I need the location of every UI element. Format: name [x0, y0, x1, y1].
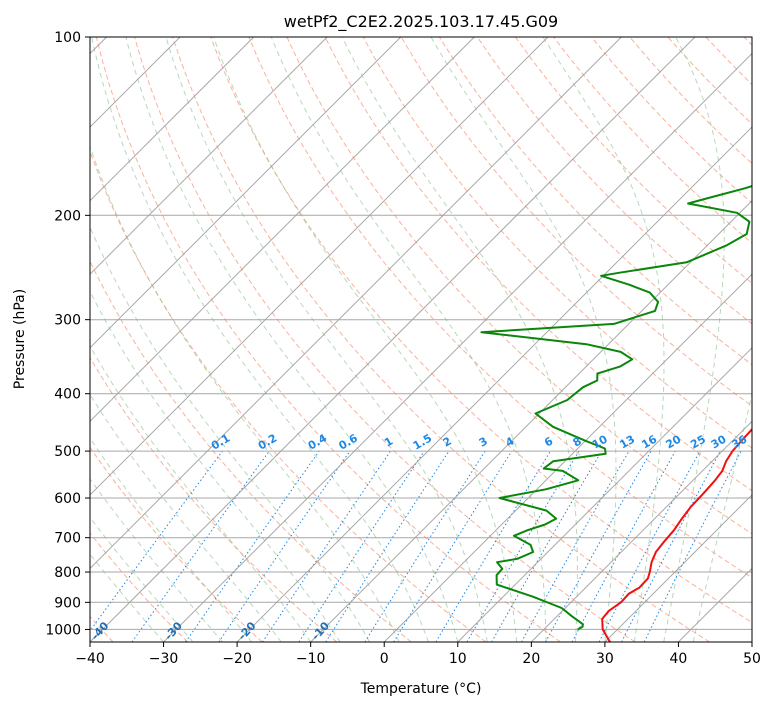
y-tick-label: 800: [54, 565, 81, 581]
isotherm-line: [90, 37, 402, 349]
isotherm-line: [90, 37, 475, 423]
dry-adiabat-line: [324, 37, 752, 492]
mixing-ratio-line: [218, 450, 351, 642]
plot-frame: [89, 36, 753, 643]
x-tick-label: 20: [522, 651, 540, 667]
isotherm-line: [383, 273, 752, 642]
y-tick-label: 900: [54, 595, 81, 611]
mixing-ratio-line: [298, 450, 425, 642]
moist-adiabat-line: [90, 516, 194, 642]
y-tick-label: 400: [54, 387, 81, 403]
mixing-ratio-line: [325, 450, 450, 642]
dry-adiabat-line: [514, 37, 752, 284]
x-tick-label: 0: [380, 651, 389, 667]
moist-adiabat-line: [430, 37, 617, 642]
mixing-ratio-line: [545, 450, 652, 642]
moist-adiabat-line: [542, 37, 665, 642]
dry-adiabat-line: [90, 446, 263, 642]
chart-title: wetPf2_C2E2.2025.103.17.45.G09: [284, 12, 558, 32]
moist-adiabat-line: [90, 393, 282, 642]
moist-adiabat-line: [125, 37, 459, 642]
background-lines: [90, 37, 752, 642]
moist-adiabat-line: [663, 37, 725, 642]
mixing-ratio-line: [521, 450, 630, 642]
y-axis-label: Pressure (hPa): [12, 289, 28, 389]
isotherm-line: [90, 37, 549, 496]
x-tick-label: 50: [743, 651, 761, 667]
x-tick-label: −20: [222, 651, 252, 667]
dry-adiabat-line: [210, 37, 752, 623]
dry-adiabat-line: [248, 37, 752, 579]
y-tick-label: 1000: [45, 622, 81, 638]
mixing-ratio-line: [393, 450, 513, 642]
isotherm-line: [90, 37, 255, 202]
y-tick-label: 100: [54, 30, 81, 46]
moist-adiabat-line: [341, 37, 578, 642]
x-tick-label: 30: [596, 651, 614, 667]
isotherm-line: [90, 37, 696, 642]
isotherm-line: [90, 37, 622, 570]
x-tick-label: −40: [75, 651, 105, 667]
isotherm-line: [163, 52, 752, 642]
y-tick-label: 300: [54, 313, 81, 329]
dry-adiabat-line: [90, 532, 188, 642]
isotherm-line: [310, 199, 752, 642]
moist-adiabat-line: [91, 37, 429, 642]
dewpoint-profile-line: [480, 185, 752, 631]
x-tick-label: 40: [670, 651, 688, 667]
mixing-ratio-line: [185, 450, 320, 642]
dry-adiabat-line: [90, 356, 338, 642]
dry-adiabat-line: [400, 37, 752, 407]
y-tick-label: 700: [54, 531, 81, 547]
dry-adiabat-line: [476, 37, 752, 325]
x-tick-label: −30: [149, 651, 179, 667]
mixing-ratio-line: [643, 450, 742, 642]
mixing-ratio-line: [571, 450, 676, 642]
moist-adiabat-line: [213, 37, 518, 642]
mixing-ratio-line: [262, 450, 391, 642]
moist-adiabat-line: [165, 37, 488, 642]
isotherm-line: [457, 347, 752, 642]
x-tick-label: 10: [449, 651, 467, 667]
moist-adiabat-line: [90, 553, 164, 642]
isotherm-line: [530, 420, 752, 642]
moist-adiabat-line: [90, 144, 400, 642]
moist-adiabat-line: [90, 437, 253, 642]
dry-adiabat-line: [172, 37, 710, 642]
axes: −40 −30 −20 −10 0 10 20 30 40 50 100 200 300 400 500 60…: [45, 30, 761, 667]
isotherm-line: [90, 37, 328, 275]
dry-adiabat-line: [90, 149, 487, 642]
moist-adiabat-line: [90, 478, 223, 642]
series-layer: [480, 185, 752, 642]
dry-adiabat-line: [95, 37, 561, 642]
y-tick-label: 600: [54, 491, 81, 507]
mixing-ratio-line: [90, 450, 223, 632]
moist-adiabat-line: [90, 225, 370, 642]
temperature-profile-line: [601, 427, 752, 642]
isotherm-line: [604, 494, 752, 642]
y-tick-label: 200: [54, 208, 81, 224]
moist-adiabat-line: [90, 345, 312, 642]
mixing-ratio-line: [131, 450, 270, 642]
x-tick-label: −10: [296, 651, 326, 667]
y-tick-label: 500: [54, 444, 81, 460]
x-axis-label: Temperature (°C): [360, 681, 482, 697]
